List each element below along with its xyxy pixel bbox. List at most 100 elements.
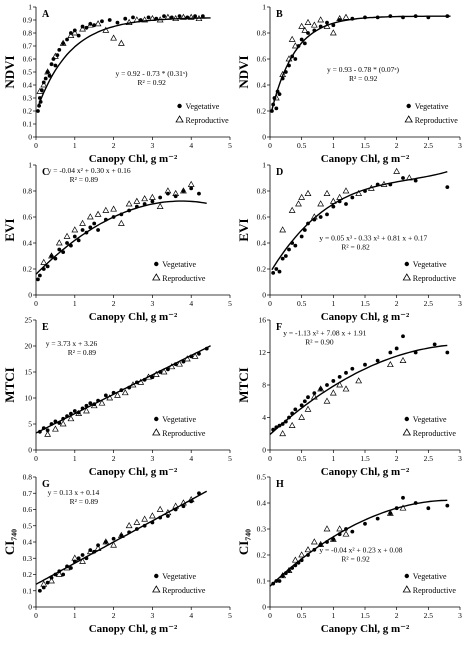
y-tick-label: 0 (262, 446, 266, 455)
x-tick-label: 0 (268, 611, 272, 620)
reproductive-point (40, 258, 48, 265)
reproductive-point (141, 16, 149, 23)
vegetative-point (331, 379, 336, 383)
panel-letter: C (42, 167, 49, 178)
legend-reproductive: Reproductive (413, 429, 457, 438)
legend-reproductive: Reproductive (413, 586, 457, 595)
reproductive-point (298, 193, 306, 200)
reproductive-point (323, 525, 331, 532)
vegetative-point (166, 191, 170, 196)
fit-equation: y = 0.05 x³ - 0.33 x² + 0.81 x + 0.17 (319, 233, 427, 242)
reproductive-point (298, 413, 306, 420)
panel-e: 0 1 2 3 4 5 0 5 10 15 20 25 Canopy Chl, g m⁻² MTCI Ey … (2, 316, 232, 478)
vegetative-point (150, 199, 155, 204)
x-axis-title: Canopy Chl, g m⁻² (321, 311, 410, 323)
fit-equation: y = -1.13 x² + 7.08 x + 1.91 (283, 329, 366, 338)
legend-reproductive: Reproductive (415, 116, 459, 125)
panel-letter: H (276, 479, 284, 490)
legend-vegetative: Vegetative (186, 102, 220, 111)
vegetative-point (344, 370, 348, 375)
fit-equation: y = 0.93 - 0.78 * (0.07ˣ) (327, 65, 400, 74)
x-tick-label: 5 (228, 141, 232, 150)
x-tick-label: 1 (73, 611, 77, 620)
reproductive-point (133, 197, 141, 204)
fit-curve (37, 17, 211, 108)
vegetative-point (401, 495, 405, 500)
vegetative-point (72, 409, 77, 413)
reproductive-point (44, 430, 52, 437)
vegetative-point (107, 18, 112, 22)
vegetative-point (57, 48, 62, 52)
x-tick-label: 2.5 (424, 141, 434, 150)
vegetative-point (337, 374, 342, 379)
x-tick-label: 0 (34, 141, 38, 150)
vegetative-point (350, 529, 355, 534)
panel-letter: B (276, 9, 283, 20)
x-tick-label: 5 (228, 454, 232, 463)
y-tick-label: 0.8 (23, 473, 33, 482)
fit-equation: y = 0.92 - 0.73 * (0.31ˣ) (116, 69, 189, 78)
reproductive-point (156, 202, 164, 209)
vegetative-point (306, 395, 310, 400)
y-tick-label: 5 (28, 420, 32, 429)
reproductive-point (187, 13, 195, 20)
x-tick-label: 2 (395, 611, 399, 620)
reproductive-point (149, 193, 156, 200)
y-tick-label: 0.4 (257, 499, 267, 508)
y-tick-label: 0.4 (23, 81, 33, 90)
legend-triangle-icon (152, 428, 161, 436)
y-tick-label: 1 (28, 3, 32, 12)
y-tick-label: 0.8 (257, 29, 267, 38)
r-squared: R² = 0.92 (341, 554, 370, 563)
vegetative-point (280, 256, 285, 261)
reproductive-point (125, 200, 133, 207)
vegetative-point (69, 566, 73, 570)
vegetative-point (92, 221, 97, 226)
y-tick-label: 0.6 (257, 213, 267, 222)
vegetative-point (331, 204, 336, 209)
y-tick-label: 16 (259, 316, 267, 325)
vegetative-point (271, 271, 276, 275)
x-tick-label: 3 (151, 299, 155, 308)
vegetative-point (401, 334, 405, 339)
legend-reproductive: Reproductive (162, 274, 206, 283)
reproductive-point (59, 39, 67, 46)
y-tick-label: 0 (262, 603, 266, 612)
x-tick-label: 1.5 (360, 611, 370, 620)
legend-dot-icon (404, 573, 409, 579)
reproductive-point (342, 187, 350, 194)
reproductive-point (117, 219, 125, 226)
reproductive-point (141, 515, 149, 522)
vegetative-point (45, 580, 50, 585)
reproductive-point (149, 512, 156, 519)
vegetative-point (36, 109, 40, 113)
reproductive-point (180, 13, 187, 20)
y-tick-label: 0.1 (257, 577, 267, 586)
x-tick-label: 1.5 (360, 454, 370, 463)
fit-equation: y = -0.04 x² + 0.23 x + 0.08 (319, 545, 402, 554)
legend-vegetative: Vegetative (415, 102, 449, 111)
x-tick-label: 2 (112, 454, 116, 463)
reproductive-point (399, 504, 407, 511)
x-tick-label: 4 (189, 611, 193, 620)
reproductive-point (323, 397, 331, 404)
vegetative-point (299, 403, 304, 408)
vegetative-point (61, 572, 66, 577)
reproductive-point (110, 541, 117, 548)
panel-letter: F (276, 322, 282, 333)
reproductive-point (336, 14, 344, 22)
vegetative-point (146, 15, 151, 20)
legend-dot-icon (154, 573, 159, 579)
y-tick-label: 0.4 (23, 538, 33, 547)
y-tick-label: 0.8 (257, 187, 267, 196)
vegetative-point (72, 234, 77, 239)
reproductive-point (110, 34, 117, 41)
reproductive-point (176, 360, 183, 367)
reproductive-point (86, 213, 94, 220)
reproductive-point (386, 509, 394, 516)
reproductive-point (342, 530, 350, 537)
y-tick-label: 0.2 (23, 107, 33, 116)
vegetative-point (312, 391, 317, 396)
x-tick-label: 2 (395, 299, 399, 308)
